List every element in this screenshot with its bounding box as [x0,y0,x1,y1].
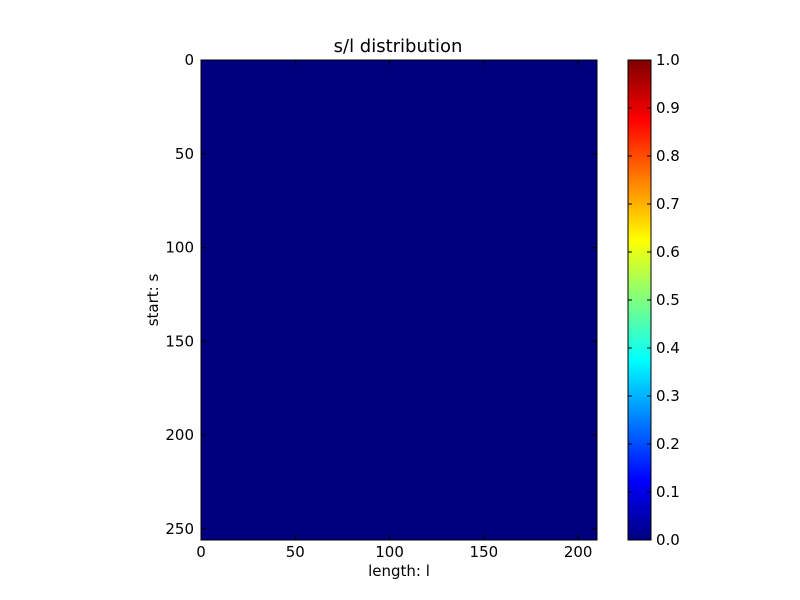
colorbar-tick-label: 0.4 [656,339,680,357]
colorbar-ticks: 0.0 0.1 0.2 0.3 0.4 0.5 0.6 0.7 0.8 0.9 1.0 [628,51,680,549]
y-tick-label: 250 [165,520,194,538]
x-axis-ticks: 0 50 100 150 200 [196,60,592,561]
colorbar-tick-label: 0.2 [656,435,680,453]
x-tick-label: 50 [286,543,305,561]
colorbar-tick-label: 0.5 [656,291,680,309]
x-axis-label: length: l [368,562,430,580]
colorbar-tick-label: 0.7 [656,195,680,213]
x-tick-label: 0 [196,543,206,561]
colorbar-tick-label: 0.9 [656,99,680,117]
y-tick-label: 200 [165,426,194,444]
x-tick-label: 200 [564,543,593,561]
y-tick-label: 100 [165,239,194,257]
colorbar-tick-label: 0.3 [656,387,680,405]
y-tick-label: 150 [165,332,194,350]
y-tick-label: 50 [175,145,194,163]
colorbar-tick-label: 0.8 [656,147,680,165]
x-tick-label: 100 [375,543,404,561]
y-tick-label: 0 [184,51,194,69]
heatmap-area [200,59,598,541]
x-tick-label: 150 [470,543,499,561]
colorbar-tick-label: 1.0 [656,51,680,69]
colorbar-tick-label: 0.6 [656,243,680,261]
colorbar-tick-label: 0.0 [656,531,680,549]
y-axis-label: start: s [144,274,162,327]
chart-title: s/l distribution [334,36,463,57]
colorbar-tick-label: 0.1 [656,483,680,501]
y-axis-ticks: 0 50 100 150 200 250 [165,51,597,538]
